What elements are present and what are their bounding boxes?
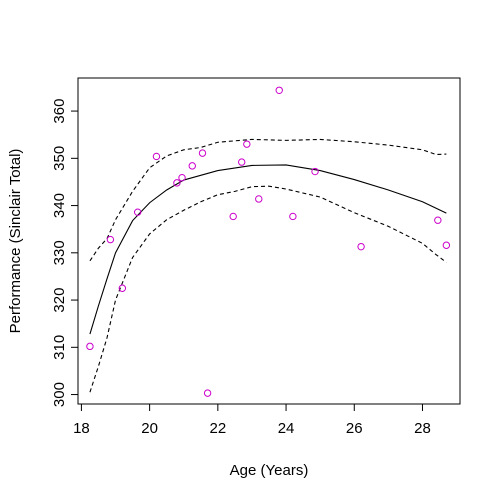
confidence-band-line [89, 138, 447, 262]
fitted-curve-line [89, 164, 447, 335]
data-point [357, 242, 365, 251]
data-point [243, 140, 251, 148]
data-point [118, 284, 127, 292]
data-point [311, 167, 319, 176]
data-point [434, 216, 442, 224]
y-axis-label: Performance (Sinclair Total) [7, 149, 24, 334]
y-tick-label: 330 [51, 240, 68, 265]
x-axis: 18 20 22 24 26 28 [73, 403, 431, 437]
data-point [173, 179, 181, 187]
x-tick-label: 28 [414, 420, 431, 437]
x-tick-label: 26 [346, 420, 363, 437]
data-point [86, 342, 94, 351]
y-tick-label: 310 [51, 335, 68, 360]
data-point [106, 235, 115, 244]
data-points [86, 86, 451, 397]
data-point [198, 149, 207, 157]
y-tick-label: 360 [51, 99, 68, 124]
x-tick-label: 24 [278, 420, 295, 437]
plot-frame [77, 77, 461, 405]
y-axis: 300 310 320 330 340 350 360 [51, 99, 79, 407]
x-tick-label: 20 [141, 420, 158, 437]
data-point [133, 208, 142, 216]
x-tick-label: 22 [209, 420, 226, 437]
data-point [203, 389, 212, 397]
data-point [178, 173, 186, 182]
x-tick-label: 18 [73, 420, 90, 437]
confidence-band-line [89, 185, 447, 393]
series-lines [89, 138, 447, 393]
y-tick-label: 300 [51, 382, 68, 407]
y-tick-label: 340 [51, 193, 68, 218]
data-point [255, 195, 263, 203]
data-point [442, 241, 451, 249]
y-tick-label: 320 [51, 288, 68, 313]
data-point [229, 212, 237, 221]
data-point [152, 152, 161, 161]
x-axis-label: Age (Years) [230, 462, 309, 479]
y-tick-label: 350 [51, 146, 68, 171]
data-point [238, 158, 246, 166]
data-point [289, 212, 297, 221]
data-point [275, 86, 283, 94]
data-point [188, 162, 196, 170]
